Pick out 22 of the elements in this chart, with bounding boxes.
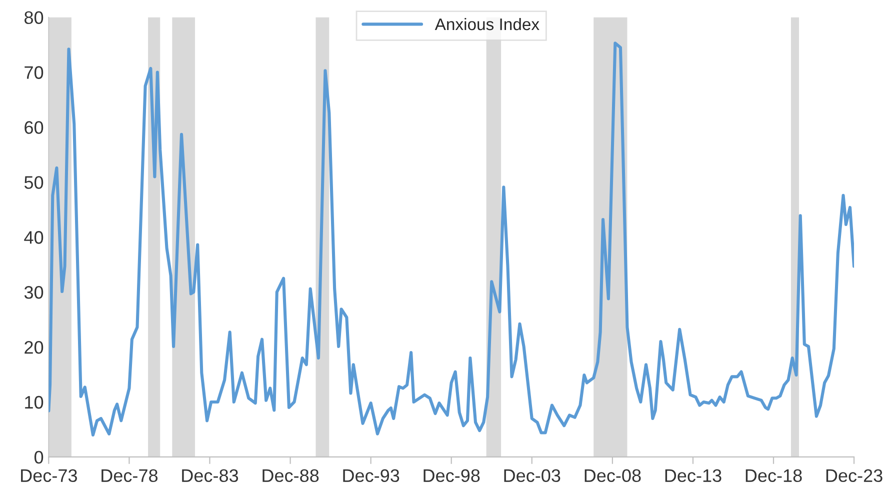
y-tick-label: 60 <box>24 121 44 134</box>
legend-label: Anxious Index <box>434 18 540 30</box>
x-tick-label: Dec-83 <box>182 469 238 482</box>
x-tick-label: Dec-03 <box>504 469 560 482</box>
x-tick-label: Dec-18 <box>746 469 802 482</box>
y-tick-label: 0 <box>34 450 44 464</box>
y-tick-label: 10 <box>25 396 44 409</box>
y-tick-label: 30 <box>24 286 44 299</box>
y-tick-label: 70 <box>24 66 44 79</box>
y-tick-label: 20 <box>24 340 44 354</box>
line-series <box>48 42 854 436</box>
y-tick-label: 40 <box>24 231 44 244</box>
x-tick-label: Dec-88 <box>262 469 319 482</box>
y-tick-label: 80 <box>24 11 44 24</box>
y-tick-label: 50 <box>24 176 44 189</box>
x-tick-label: Dec-93 <box>343 469 400 482</box>
x-tick-label: Dec-78 <box>102 469 158 482</box>
x-tick-label: Dec-73 <box>21 469 77 482</box>
x-tick-label: Dec-08 <box>584 469 641 482</box>
x-tick-label: Dec-13 <box>665 469 722 482</box>
x-tick-label: Dec-23 <box>826 469 882 482</box>
x-tick-label: Dec-98 <box>424 469 480 482</box>
